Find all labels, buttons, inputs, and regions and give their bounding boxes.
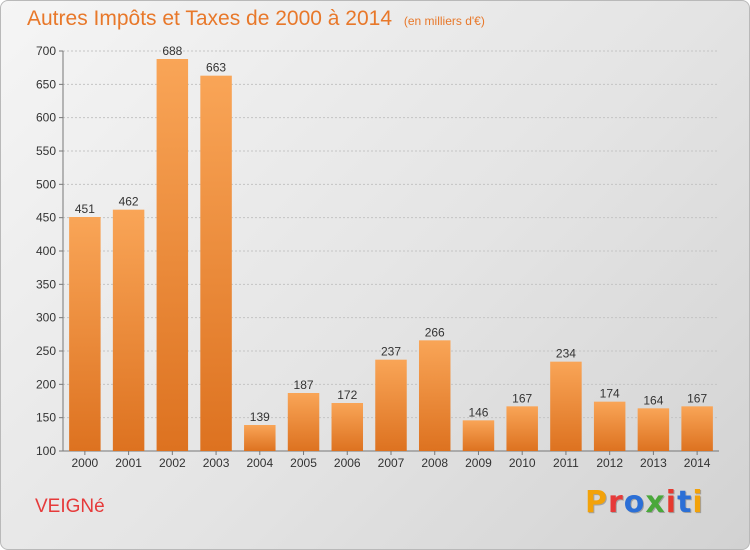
- y-tick-label-550: 550: [36, 144, 56, 158]
- y-tick-label-700: 700: [36, 44, 56, 58]
- data-label-2008: 266: [425, 325, 445, 339]
- brand-letter: i: [665, 485, 678, 520]
- y-tick-label-100: 100: [36, 444, 56, 458]
- brand-letter: o: [623, 485, 646, 520]
- bar-2013: [637, 408, 670, 451]
- data-label-2010: 167: [512, 391, 532, 405]
- bar-2010: [506, 406, 538, 451]
- data-label-2003: 663: [206, 61, 226, 75]
- y-tick-label-400: 400: [36, 244, 56, 258]
- commune-name: VEIGNé: [35, 496, 105, 517]
- x-tick-label-2014: 2014: [684, 456, 711, 470]
- data-label-2006: 172: [337, 388, 357, 402]
- bar-2003: [200, 75, 232, 452]
- y-tick-label-150: 150: [36, 411, 56, 425]
- x-tick-label-2008: 2008: [421, 456, 448, 470]
- bar-2000: [69, 217, 101, 451]
- data-label-2002: 688: [162, 44, 182, 58]
- bar-layer: [69, 59, 713, 452]
- brand-letter: x: [645, 485, 666, 520]
- y-tick-label-250: 250: [36, 344, 56, 358]
- brand-letter: P: [585, 485, 608, 520]
- y-tick-label-650: 650: [36, 77, 56, 91]
- y-tick-label-350: 350: [36, 277, 56, 291]
- x-tick-label-2005: 2005: [290, 456, 317, 470]
- brand-letter: r: [608, 485, 624, 520]
- axis-layer: 100 150 200 250 300 350 400 450 500 550 600 650 700 2…: [36, 44, 719, 470]
- brand-letter: i: [692, 485, 704, 520]
- x-tick-label-2006: 2006: [334, 456, 361, 470]
- x-tick-label-2004: 2004: [246, 456, 273, 470]
- chart-subtitle: (en milliers d'€): [403, 14, 485, 28]
- y-tick-label-300: 300: [36, 311, 56, 325]
- data-label-2009: 146: [468, 405, 488, 419]
- bar-2007: [375, 359, 407, 451]
- x-tick-label-2010: 2010: [509, 456, 536, 470]
- x-tick-label-2003: 2003: [203, 456, 230, 470]
- y-tick-label-500: 500: [36, 177, 56, 191]
- x-tick-label-2002: 2002: [159, 456, 186, 470]
- brand-letter: t: [677, 485, 693, 520]
- data-label-2000: 451: [75, 202, 95, 216]
- bar-2006: [331, 403, 364, 451]
- proxiti-logo[interactable]: Proxiti: [585, 485, 704, 520]
- y-tick-label-600: 600: [36, 111, 56, 125]
- x-tick-label-2013: 2013: [640, 456, 667, 470]
- x-tick-label-2012: 2012: [596, 456, 623, 470]
- data-label-2001: 462: [119, 195, 139, 209]
- bar-2012: [593, 401, 626, 451]
- x-tick-label-2007: 2007: [378, 456, 405, 470]
- bar-2011: [550, 361, 582, 451]
- data-label-2011: 234: [556, 347, 576, 361]
- data-label-2005: 187: [294, 378, 314, 392]
- x-tick-label-2009: 2009: [465, 456, 492, 470]
- bar-2014: [681, 406, 713, 451]
- y-tick-label-200: 200: [36, 377, 56, 391]
- bar-2009: [462, 420, 495, 451]
- y-tick-label-450: 450: [36, 211, 56, 225]
- data-label-2004: 139: [250, 410, 270, 424]
- chart-title: Autres Impôts et Taxes de 2000 à 2014 (e…: [27, 7, 485, 31]
- bar-2001: [112, 209, 145, 451]
- data-label-2007: 237: [381, 345, 401, 359]
- bar-2002: [156, 59, 189, 451]
- label-layer: 451 462 688 663 139 187 172 237 266 146 167 234 174 1…: [75, 44, 708, 424]
- chart-title-text: Autres Impôts et Taxes de 2000 à 2014: [27, 7, 393, 30]
- data-label-2013: 164: [643, 393, 663, 407]
- x-tick-label-2011: 2011: [553, 456, 579, 470]
- data-label-2014: 167: [687, 391, 707, 405]
- bar-2008: [418, 340, 451, 451]
- x-tick-label-2000: 2000: [72, 456, 99, 470]
- x-tick-label-2001: 2001: [115, 456, 142, 470]
- bar-2004: [244, 425, 276, 451]
- bar-2005: [287, 393, 320, 451]
- data-label-2012: 174: [600, 387, 620, 401]
